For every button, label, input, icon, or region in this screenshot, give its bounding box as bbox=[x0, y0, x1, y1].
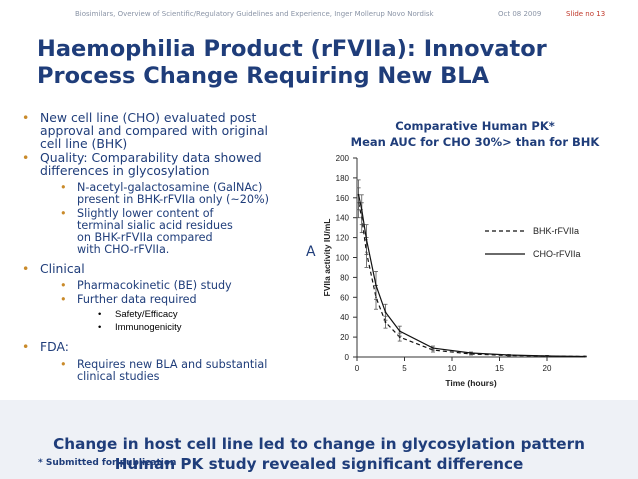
bullet-dot-icon: • bbox=[22, 110, 30, 125]
bullet-text: clinical studies bbox=[77, 370, 160, 383]
bullet-dot-icon: • bbox=[60, 181, 67, 194]
y-tick-label: 40 bbox=[340, 313, 349, 322]
conclusion-line1: Change in host cell line led to change i… bbox=[53, 435, 585, 453]
data-point bbox=[365, 238, 368, 241]
legend-label: BHK-rFVIIa bbox=[533, 226, 579, 236]
bullet-dot-icon: • bbox=[22, 339, 30, 354]
data-point bbox=[384, 321, 387, 324]
bullet-dot-icon: • bbox=[60, 279, 67, 292]
bullet-dot-icon: • bbox=[60, 358, 67, 371]
x-tick-label: 15 bbox=[495, 364, 504, 373]
bullet-text: approval and compared with original bbox=[40, 123, 268, 138]
series-line-cho-rfviia bbox=[358, 194, 586, 358]
bullet-text: N-acetyl-galactosamine (GalNAc) bbox=[77, 181, 263, 194]
subbullet-sialic-acid: • Slightly lower content of terminal sia… bbox=[22, 208, 322, 256]
bullet-text: FDA: bbox=[40, 339, 69, 354]
subsubbullet-safety: • Safety/Efficacy bbox=[22, 308, 322, 321]
x-axis-label: Time (hours) bbox=[445, 378, 496, 388]
slide-title: Haemophilia Product (rFVIIa): Innovator … bbox=[37, 36, 597, 90]
subbullet-new-bla: • Requires new BLA and substantial clini… bbox=[22, 359, 322, 383]
bullet-quality: • Quality: Comparability data showed dif… bbox=[22, 151, 322, 177]
x-tick-label: 5 bbox=[402, 364, 407, 373]
subsubbullet-immunogenicity: • Immunogenicity bbox=[22, 321, 322, 334]
data-point bbox=[398, 336, 401, 338]
chart-title-line2: Mean AUC for CHO 30%> than for BHK bbox=[350, 135, 600, 149]
data-point bbox=[470, 352, 472, 354]
data-point bbox=[432, 347, 434, 349]
data-point bbox=[508, 354, 510, 356]
bullet-text: Safety/Efficacy bbox=[115, 309, 178, 320]
bullet-text: present in BHK-rFVIIa only (~20%) bbox=[77, 193, 270, 206]
slide-title-line2: Process Change Requiring New BLA bbox=[37, 63, 489, 89]
subbullet-pk-study: • Pharmacokinetic (BE) study bbox=[22, 280, 322, 292]
data-point bbox=[375, 284, 377, 287]
bullet-text: Quality: Comparability data showed bbox=[40, 150, 262, 165]
bullet-dot-icon: • bbox=[22, 150, 30, 165]
footnote: * Submitted for publication bbox=[38, 458, 177, 468]
bullet-clinical: • Clinical bbox=[22, 262, 322, 275]
y-tick-label: 140 bbox=[336, 214, 350, 223]
x-tick-label: 10 bbox=[448, 364, 457, 373]
data-point bbox=[398, 330, 401, 333]
data-point bbox=[584, 355, 586, 358]
x-tick-label: 0 bbox=[355, 364, 360, 373]
conclusion-line2: Human PK study revealed significant diff… bbox=[114, 455, 524, 473]
chart-annotation-a: A bbox=[306, 244, 316, 260]
bullet-text: Clinical bbox=[40, 261, 85, 276]
slide-title-line1: Haemophilia Product (rFVIIa): Innovator bbox=[37, 36, 547, 62]
y-tick-label: 0 bbox=[345, 353, 350, 362]
subbullet-galnac: • N-acetyl-galactosamine (GalNAc) presen… bbox=[22, 182, 322, 206]
conclusion-band bbox=[0, 400, 638, 479]
x-tick-label: 20 bbox=[543, 364, 552, 373]
bullet-dot-icon: • bbox=[22, 261, 30, 276]
bullet-text: Requires new BLA and substantial bbox=[77, 358, 268, 371]
bullet-text: Further data required bbox=[77, 293, 197, 306]
bullet-text: on BHK-rFVIIa compared bbox=[77, 231, 213, 244]
y-axis-label: FVIIa activity IU/mL bbox=[322, 219, 332, 297]
data-point bbox=[546, 355, 548, 357]
header-slide-number: Slide no 13 bbox=[566, 10, 606, 18]
y-tick-label: 180 bbox=[336, 174, 350, 183]
bullet-dot-icon: • bbox=[60, 207, 67, 220]
bullet-text: Immunogenicity bbox=[115, 322, 182, 333]
y-tick-label: 80 bbox=[340, 273, 349, 282]
data-point bbox=[360, 208, 363, 211]
bullet-text: differences in glycosylation bbox=[40, 163, 210, 178]
y-tick-label: 100 bbox=[336, 254, 350, 263]
bullet-dot-icon: • bbox=[60, 293, 67, 306]
bullet-list: • New cell line (CHO) evaluated post app… bbox=[22, 111, 322, 385]
bullet-text: with CHO-rFVIIa. bbox=[77, 243, 170, 256]
bullet-text: terminal sialic acid residues bbox=[77, 219, 233, 232]
y-tick-label: 20 bbox=[340, 333, 349, 342]
bullet-text: cell line (BHK) bbox=[40, 136, 128, 151]
bullet-dot-icon: • bbox=[98, 322, 102, 333]
bullet-dot-icon: • bbox=[98, 309, 102, 320]
bullet-text: Slightly lower content of bbox=[77, 207, 214, 220]
y-tick-label: 200 bbox=[336, 154, 350, 163]
legend-label: CHO-rFVIIa bbox=[533, 249, 581, 259]
bullet-text: New cell line (CHO) evaluated post bbox=[40, 110, 257, 125]
bullet-new-cell-line: • New cell line (CHO) evaluated post app… bbox=[22, 111, 322, 150]
y-tick-label: 120 bbox=[336, 234, 350, 243]
chart-title: Comparative Human PK* Mean AUC for CHO 3… bbox=[330, 118, 620, 150]
bullet-text: Pharmacokinetic (BE) study bbox=[77, 279, 232, 292]
header-presenter: Biosimilars, Overview of Scientific/Regu… bbox=[75, 10, 434, 18]
subbullet-further-data: • Further data required bbox=[22, 294, 322, 306]
y-tick-label: 60 bbox=[340, 293, 349, 302]
header-date: Oct 08 2009 bbox=[498, 10, 542, 18]
bullet-fda: • FDA: bbox=[22, 340, 322, 353]
data-point bbox=[384, 311, 387, 314]
y-tick-label: 160 bbox=[336, 194, 350, 203]
chart-title-line1: Comparative Human PK* bbox=[395, 119, 555, 133]
data-point bbox=[357, 193, 360, 196]
